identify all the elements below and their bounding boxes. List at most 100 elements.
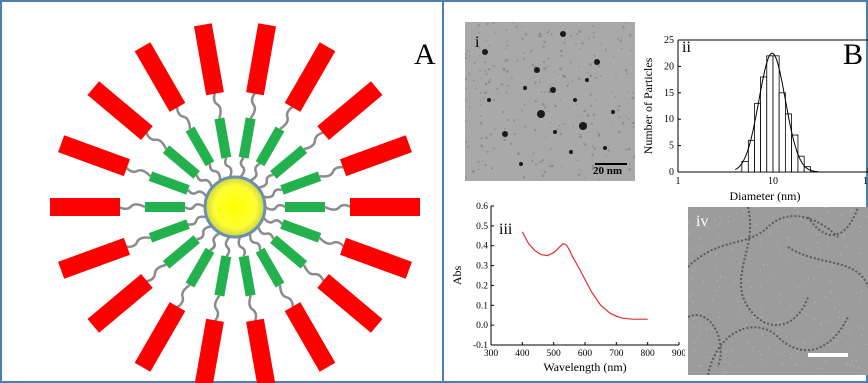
linker-stalk: [125, 166, 152, 178]
texture-noise: [700, 244, 703, 247]
texture-noise: [792, 364, 795, 366]
y-tick-label: 5: [669, 141, 674, 152]
x-axis-label: Diameter (nm): [730, 189, 801, 203]
texture-noise: [814, 318, 816, 321]
tem-noise: [607, 149, 610, 152]
tem-noise: [480, 114, 482, 117]
texture-noise: [768, 235, 771, 237]
tem-noise: [547, 110, 550, 112]
tem-noise: [472, 169, 475, 173]
texture-noise: [816, 241, 819, 244]
tem-noise: [592, 168, 595, 170]
tem-noise: [584, 177, 586, 179]
tem-noise: [493, 128, 496, 131]
texture-noise: [849, 329, 851, 331]
tem-noise: [486, 22, 489, 26]
tem-noise: [522, 57, 525, 61]
tem-noise: [598, 178, 600, 181]
texture-noise: [724, 361, 727, 363]
texture-noise: [759, 269, 762, 271]
texture-noise: [860, 289, 863, 292]
texture-noise: [750, 214, 753, 216]
tem-noise: [614, 171, 617, 174]
nanoparticle-dot: [560, 31, 566, 37]
tem-noise: [465, 78, 468, 81]
texture-noise: [734, 280, 736, 283]
texture-noise: [760, 305, 763, 307]
linker-stalk: [125, 236, 151, 249]
linker-stalk: [303, 131, 325, 151]
texture-noise: [813, 301, 816, 304]
tem-noise: [586, 114, 590, 117]
tem-noise: [605, 48, 607, 50]
x-tick-label: 10: [768, 176, 778, 187]
texture-noise: [716, 280, 719, 283]
tem-noise: [484, 70, 487, 73]
nanoparticle-dot: [502, 131, 508, 137]
texture-noise: [791, 352, 793, 355]
texture-noise: [727, 299, 729, 301]
texture-noise: [769, 232, 771, 235]
texture-noise: [860, 278, 863, 281]
tem-noise: [546, 31, 548, 34]
texture-noise: [766, 264, 769, 267]
texture-noise: [802, 285, 804, 287]
red-ligand-block: [246, 23, 276, 96]
texture-noise: [757, 350, 760, 353]
tem-noise: [473, 61, 476, 64]
tem-noise: [628, 163, 631, 165]
tem-noise: [572, 125, 575, 127]
texture-noise: [776, 244, 778, 247]
tem-noise: [596, 131, 599, 133]
texture-noise: [823, 207, 826, 209]
red-ligand-block: [339, 237, 412, 279]
tem-noise: [503, 138, 506, 141]
green-linker-block: [280, 171, 322, 195]
texture-noise: [807, 221, 809, 224]
histogram-bar: [803, 166, 811, 173]
texture-noise: [795, 363, 798, 366]
tem-noise: [549, 148, 552, 150]
subpanel-ii-label: ii: [682, 39, 691, 56]
tem-noise: [556, 128, 559, 131]
texture-noise: [781, 363, 784, 366]
tem-noise: [467, 50, 469, 52]
texture-noise: [805, 248, 808, 251]
y-axis-label: Abs: [450, 266, 464, 286]
texture-noise: [794, 349, 797, 351]
texture-noise: [819, 217, 821, 220]
tem-noise: [465, 56, 467, 60]
y-tick-label: 0.6: [476, 202, 488, 212]
green-linker-block: [214, 255, 232, 297]
green-linker-block: [238, 117, 256, 159]
texture-noise: [752, 312, 754, 315]
texture-noise: [818, 252, 821, 254]
texture-noise: [692, 248, 695, 251]
texture-noise: [850, 224, 853, 227]
texture-noise: [754, 287, 757, 289]
tem-noise: [615, 75, 617, 78]
x-axis-label: Wavelength (nm): [543, 360, 626, 374]
texture-noise: [818, 265, 821, 267]
tem-noise: [530, 50, 533, 53]
texture-noise: [833, 297, 836, 299]
y-tick-label: 0.4: [476, 242, 488, 252]
texture-noise: [849, 364, 851, 366]
histogram-bar: [797, 155, 805, 173]
tem-noise: [569, 61, 572, 64]
texture-noise: [715, 266, 718, 269]
tem-noise: [561, 166, 563, 168]
uv-vis-spectrum: iii -0.1 0.0 0.1 0.2 0.3 0.4 0.5 0.6 300 400 500 60…: [450, 202, 685, 374]
tem-noise: [581, 41, 584, 45]
tem-noise: [605, 49, 608, 52]
tem-noise: [591, 122, 594, 125]
tem-noise: [469, 106, 471, 109]
texture-noise: [752, 349, 755, 352]
texture-noise: [724, 351, 727, 353]
texture-noise: [727, 221, 730, 223]
texture-noise: [716, 224, 719, 227]
texture-noise: [855, 359, 858, 361]
fit-curve: [734, 52, 819, 173]
red-ligand-block: [87, 81, 153, 140]
microscopy-image-iv: iv: [688, 207, 868, 375]
